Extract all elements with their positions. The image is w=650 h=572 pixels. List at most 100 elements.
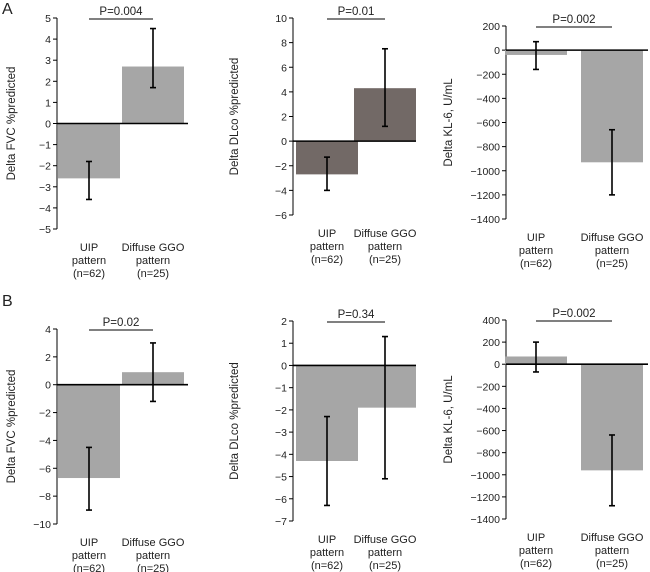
p-value-label: P=0.34 (338, 309, 375, 321)
category-label: Diffuse GGO pattern (n=25) (354, 228, 417, 266)
y-axis-label: Delta KL-6, U/mL (443, 78, 455, 167)
p-value-label: P=0.002 (552, 308, 595, 320)
y-tick-label: 1 (281, 338, 287, 350)
category-label-line: (n=25) (369, 254, 401, 266)
category-label-line: UIP (527, 232, 545, 244)
category-label-line: Diffuse GGO (581, 532, 644, 544)
y-tick-label: −4 (39, 435, 51, 447)
y-tick-label: 6 (281, 62, 287, 74)
category-label-line: Diffuse GGO (122, 537, 185, 549)
y-tick-label: −1000 (471, 166, 501, 178)
category-label-line: pattern (519, 245, 553, 257)
charts-layer: 5 4 3 2 1 0 −1 −2 −3 −4 −5 Delta FVC %predicted P=0.… (6, 6, 648, 572)
category-label: Diffuse GGO pattern (n=25) (354, 534, 417, 572)
category-label-line: (n=62) (73, 563, 105, 572)
y-tick-label: 4 (45, 324, 51, 336)
y-tick-label: 5 (45, 13, 51, 25)
y-tick-label: −2 (39, 161, 51, 173)
category-label-line: (n=62) (311, 560, 343, 572)
p-value-label: P=0.01 (338, 6, 375, 18)
category-label: UIP pattern (n=62) (72, 242, 106, 280)
y-tick-label: 0 (281, 136, 287, 148)
category-label-line: Diffuse GGO (354, 534, 417, 546)
category-label: UIP pattern (n=62) (519, 232, 553, 270)
category-label-line: pattern (136, 255, 170, 267)
category-label-line: UIP (80, 242, 98, 254)
p-value-label: P=0.002 (552, 14, 595, 26)
chart-b-3: 400 200 0 −200 −400 −600 −800 −1000 −1200 −1400 De… (443, 308, 648, 570)
category-label: Diffuse GGO pattern (n=25) (581, 232, 644, 270)
category-label-line: (n=25) (596, 258, 628, 270)
category-label-line: pattern (310, 547, 344, 559)
y-tick-label: −200 (476, 381, 500, 393)
y-tick-label: −5 (275, 472, 287, 484)
y-tick-label: −400 (476, 403, 500, 415)
y-axis-label: Delta FVC %predicted (6, 370, 18, 484)
y-tick-label: 200 (482, 337, 500, 349)
y-tick-label: −600 (476, 426, 500, 438)
category-label-line: pattern (136, 550, 170, 562)
y-tick-label: −1200 (471, 190, 501, 202)
p-value-label: P=0.004 (99, 6, 143, 18)
category-label-line: UIP (318, 534, 336, 546)
y-tick-label: −1000 (471, 470, 501, 482)
y-tick-label: 200 (482, 21, 500, 33)
y-tick-label: 3 (45, 55, 51, 67)
y-axis-label: Delta DLco %predicted (229, 362, 241, 480)
category-label-line: (n=62) (73, 268, 105, 280)
category-label-line: pattern (595, 545, 629, 557)
category-label-line: pattern (72, 550, 106, 562)
y-tick-label: −1 (275, 383, 287, 395)
y-tick-label: 4 (281, 87, 287, 99)
category-label: UIP pattern (n=62) (310, 534, 344, 572)
category-label-line: UIP (527, 532, 545, 544)
y-tick-label: −600 (476, 118, 500, 130)
category-label: Diffuse GGO pattern (n=25) (122, 537, 185, 572)
category-label-line: pattern (368, 241, 402, 253)
y-tick-label: −4 (39, 203, 51, 215)
category-label: UIP pattern (n=62) (310, 228, 344, 266)
category-label-line: pattern (595, 245, 629, 257)
y-axis-label: Delta KL-6, U/mL (443, 375, 455, 464)
y-tick-label: −800 (476, 142, 500, 154)
category-label-line: (n=25) (137, 268, 169, 280)
y-tick-label: 0 (281, 360, 287, 372)
y-tick-label: −3 (39, 182, 51, 194)
y-tick-label: 0 (45, 119, 51, 131)
category-label-line: Diffuse GGO (122, 242, 185, 254)
y-tick-label: −2 (275, 161, 287, 173)
y-tick-label: −10 (33, 519, 51, 531)
category-label-line: (n=62) (311, 254, 343, 266)
y-tick-label: −400 (476, 93, 500, 105)
y-tick-label: −1400 (471, 514, 501, 526)
y-tick-label: −1200 (471, 492, 501, 504)
category-label-line: (n=25) (369, 560, 401, 572)
y-tick-label: 2 (45, 352, 51, 364)
y-tick-label: −4 (275, 185, 287, 197)
y-tick-label: −1 (39, 140, 51, 152)
chart-a-2: 10 8 6 4 2 0 −2 −4 −6 Delta DLco %predicted P=0.01… (229, 6, 417, 266)
y-tick-label: −1400 (471, 214, 501, 226)
y-tick-label: 0 (494, 359, 500, 371)
category-label-line: pattern (72, 255, 106, 267)
y-tick-label: 2 (281, 316, 287, 328)
y-tick-label: −800 (476, 448, 500, 460)
category-label-line: (n=62) (520, 258, 552, 270)
y-axis-label: Delta DLco %predicted (229, 58, 241, 176)
category-label-line: (n=62) (520, 558, 552, 570)
category-label: Diffuse GGO pattern (n=25) (581, 532, 644, 570)
panel-letter-a: A (2, 1, 13, 18)
chart-a-3: 200 0 −200 −400 −600 −800 −1000 −1200 −1400 Delta… (443, 14, 648, 270)
category-label: UIP pattern (n=62) (72, 537, 106, 572)
panel-letter-b: B (2, 293, 13, 310)
y-tick-label: −2 (39, 408, 51, 420)
y-tick-label: 400 (482, 315, 500, 327)
y-tick-label: −4 (275, 449, 287, 461)
category-label-line: pattern (519, 545, 553, 557)
y-tick-label: 0 (45, 380, 51, 392)
y-tick-label: −6 (275, 210, 287, 222)
y-tick-label: 8 (281, 38, 287, 50)
y-tick-label: −8 (39, 491, 51, 503)
y-tick-label: −200 (476, 69, 500, 81)
